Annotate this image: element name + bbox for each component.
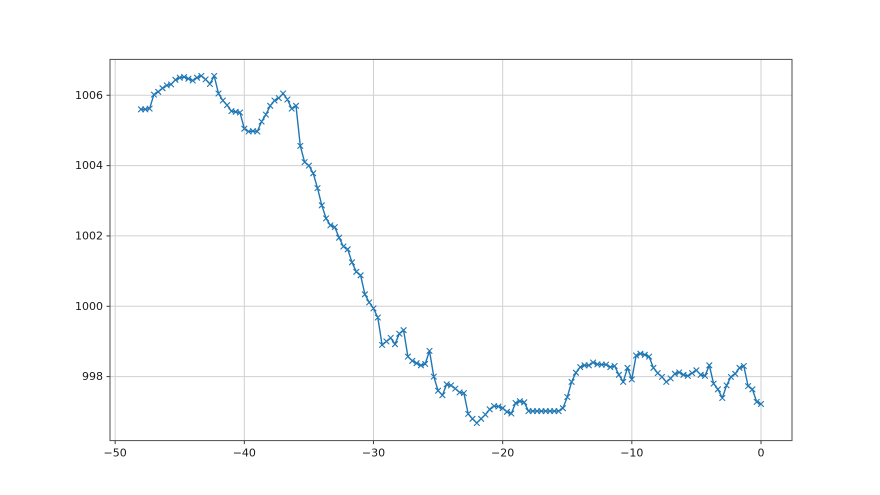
series-line xyxy=(141,75,762,424)
plot-border xyxy=(109,58,793,442)
y-tick-label: 998 xyxy=(82,370,103,383)
x-tick-label: 0 xyxy=(758,447,765,460)
axes-ticks: −50 −40 −30 −20 −10 0 998 1000 1002 1004 1006 xyxy=(75,89,765,460)
x-tick-label: −30 xyxy=(362,447,385,460)
grid xyxy=(110,59,792,441)
y-tick-label: 1000 xyxy=(75,300,103,313)
x-tick-label: −50 xyxy=(104,447,127,460)
x-tick-label: −10 xyxy=(620,447,643,460)
y-tick-label: 1006 xyxy=(75,89,103,102)
x-tick-label: −40 xyxy=(233,447,256,460)
y-tick-label: 1002 xyxy=(75,229,103,242)
x-tick-label: −20 xyxy=(491,447,514,460)
series-markers xyxy=(137,72,765,427)
y-tick-label: 1004 xyxy=(75,159,103,172)
